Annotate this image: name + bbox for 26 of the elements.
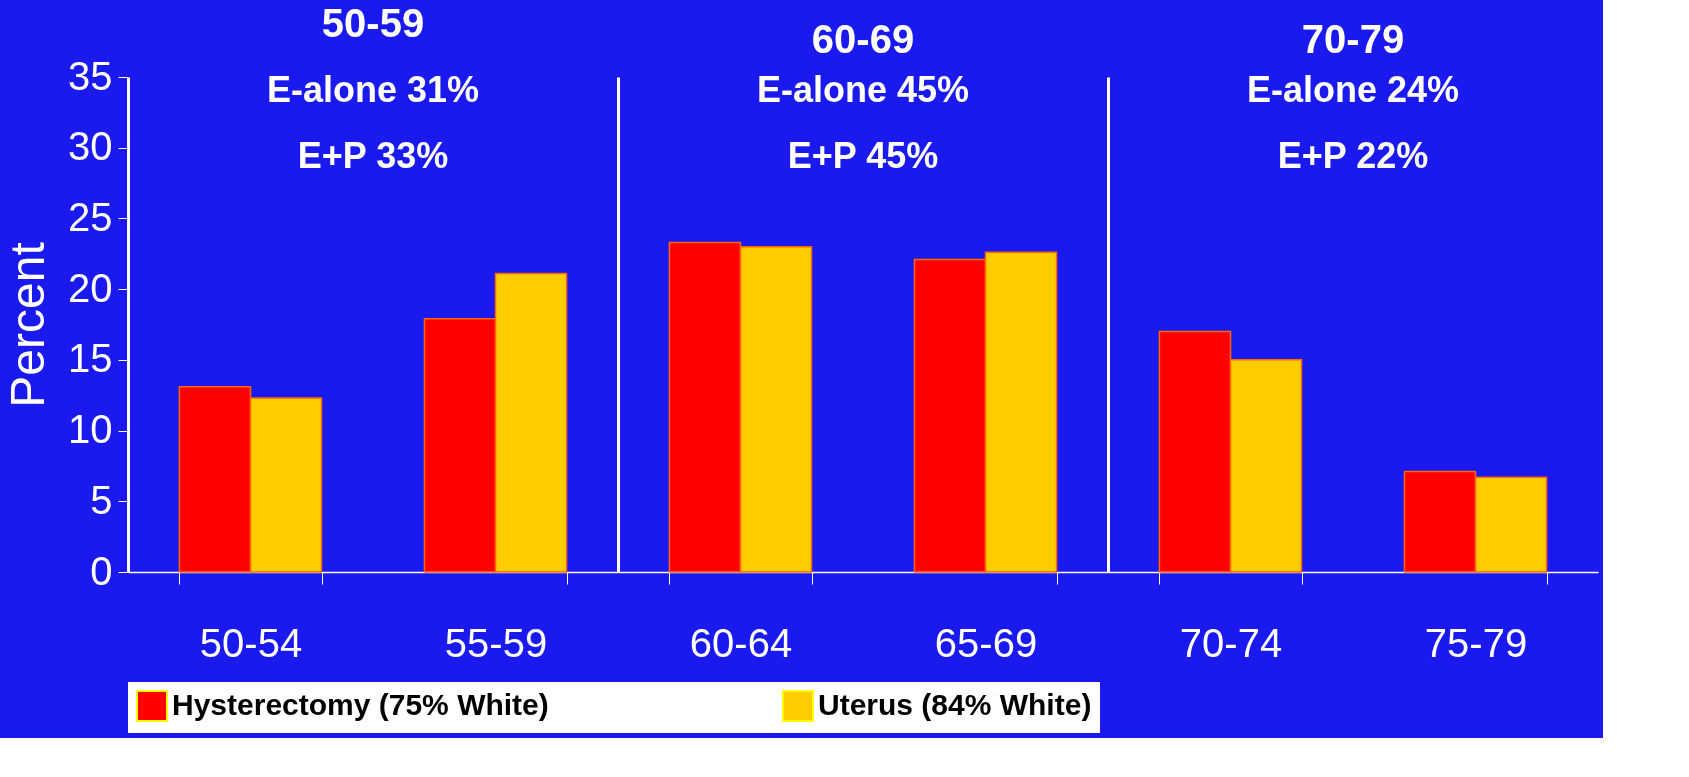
legend-label: Uterus (84% White) <box>818 688 1092 721</box>
annotation: E-alone 45% <box>756 69 970 110</box>
x-tick-label: 75-79 <box>1424 620 1528 665</box>
y-tick-label: 20 <box>68 265 113 310</box>
y-tick-label: 30 <box>68 124 113 169</box>
y-axis-title: Percent <box>1 242 55 408</box>
annotation: E+P 33% <box>297 135 449 176</box>
annotation: E-alone 24% <box>1246 69 1460 110</box>
x-tick-label: 55-59 <box>444 620 548 665</box>
annotation: E-alone 31% <box>266 69 480 110</box>
chart-title: 50-59 <box>321 1 425 45</box>
chart-title: 60-69 <box>811 17 915 61</box>
y-tick-label: 0 <box>90 548 113 593</box>
y-tick-label: 25 <box>68 194 113 239</box>
legend-label: Hysterectomy (75% White) <box>172 688 549 721</box>
x-tick-label: 50-54 <box>199 620 303 665</box>
y-tick-label: 10 <box>68 407 113 452</box>
annotation: E+P 22% <box>1277 135 1429 176</box>
y-tick-label: 35 <box>68 53 113 98</box>
x-tick-label: 65-69 <box>934 620 1038 665</box>
x-tick-label: 70-74 <box>1179 620 1283 665</box>
annotation: E+P 45% <box>787 135 939 176</box>
y-tick-label: 15 <box>68 336 113 381</box>
x-tick-label: 60-64 <box>689 620 793 665</box>
y-tick-label: 5 <box>90 477 113 522</box>
chart-title: 70-79 <box>1301 17 1405 61</box>
